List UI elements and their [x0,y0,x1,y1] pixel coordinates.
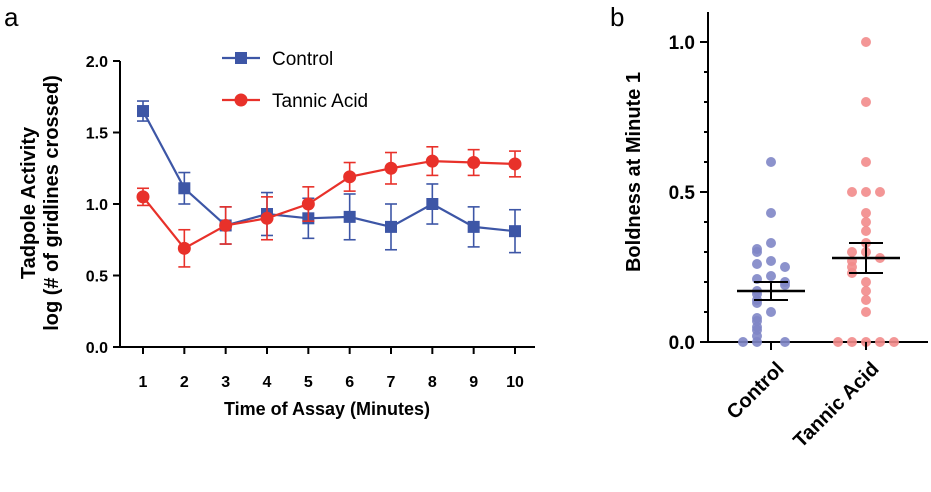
y-axis-title-b: Boldness at Minute 1 [623,72,645,272]
scatter-point [752,259,762,269]
x-category-label: Control [723,358,789,424]
scatter-point [780,262,790,272]
data-point-0 [343,210,356,223]
y-tick-label: 1.5 [86,126,108,143]
scatter-point [875,187,885,197]
legend-label-0: Control [272,49,333,70]
legend-marker-0 [235,52,247,64]
scatter-point [766,208,776,218]
scatter-point [766,157,776,167]
data-point-1 [508,157,522,171]
y-axis-title-line-2: log (# of gridlines crossed) [41,75,63,331]
scatter-point [738,337,748,347]
scatter-point [766,238,776,248]
scatter-point [861,97,871,107]
x-tick-label: 10 [506,374,524,391]
y-axis-title-line-1: Tadpole Activity [18,126,40,279]
data-point-0 [467,220,480,233]
data-point-1 [260,211,274,225]
x-tick-label: 7 [387,374,396,391]
x-tick-label: 6 [345,374,354,391]
series-line-0 [142,110,516,233]
scatter-point [847,187,857,197]
scatter-point [861,226,871,236]
scatter-point [847,337,857,347]
data-point-1 [219,218,233,232]
x-tick-label: 1 [139,374,148,391]
data-point-1 [467,156,481,170]
scatter-point [833,337,843,347]
scatter-point [752,337,762,347]
data-point-1 [136,190,150,204]
y-tick-label-b: 1.0 [669,33,695,54]
data-point-1 [384,161,398,175]
data-point-0 [385,220,397,233]
scatter-point [861,187,871,197]
line-chart-panel-a: Tadpole Activity log (# of gridlines cro… [18,49,535,419]
scatter-point [861,217,871,227]
y-tick-label: 0.5 [86,269,108,286]
x-category-label: Tannic Acid [789,358,883,452]
y-tick-label-b: 0.5 [669,183,696,204]
scatter-point [889,337,899,347]
data-point-0 [178,182,191,195]
scatter-point [861,307,871,317]
scatter-point [752,247,762,257]
data-point-1 [425,154,439,168]
y-tick-label: 0.0 [86,340,108,357]
data-point-1 [177,241,191,255]
panel-label-b: b [610,2,624,32]
y-tick-label: 2.0 [86,54,108,71]
x-tick-label: 2 [180,374,189,391]
scatter-point [861,157,871,167]
data-point-1 [301,197,315,211]
series-line-1 [142,159,516,250]
scatter-point [861,208,871,218]
data-point-1 [343,170,357,184]
scatter-point [766,307,776,317]
x-tick-label: 5 [304,374,313,391]
scatter-point [847,247,857,257]
data-point-0 [137,105,149,118]
data-point-0 [426,198,439,210]
x-tick-label: 4 [263,374,272,391]
x-axis-title: Time of Assay (Minutes) [224,399,430,419]
scatter-chart-panel-b: Boldness at Minute 1 0.0 0.5 1.0 Control Tan… [623,12,928,452]
panel-label-a: a [4,2,19,32]
x-tick-label: 3 [221,374,230,391]
legend-label-1: Tannic Acid [272,91,368,112]
scatter-point [780,337,790,347]
y-tick-label-b: 0.0 [669,333,695,354]
x-tick-label: 9 [469,374,478,391]
scatter-point [861,286,871,296]
y-tick-label: 1.0 [86,197,108,214]
scatter-point [861,295,871,305]
scatter-point [875,337,885,347]
scatter-point [766,256,776,266]
scatter-point [766,271,776,281]
legend-marker-1 [234,93,248,107]
x-tick-label: 8 [428,374,437,391]
scatter-point [861,37,871,47]
scatter-point [861,277,871,287]
data-point-0 [509,225,521,238]
